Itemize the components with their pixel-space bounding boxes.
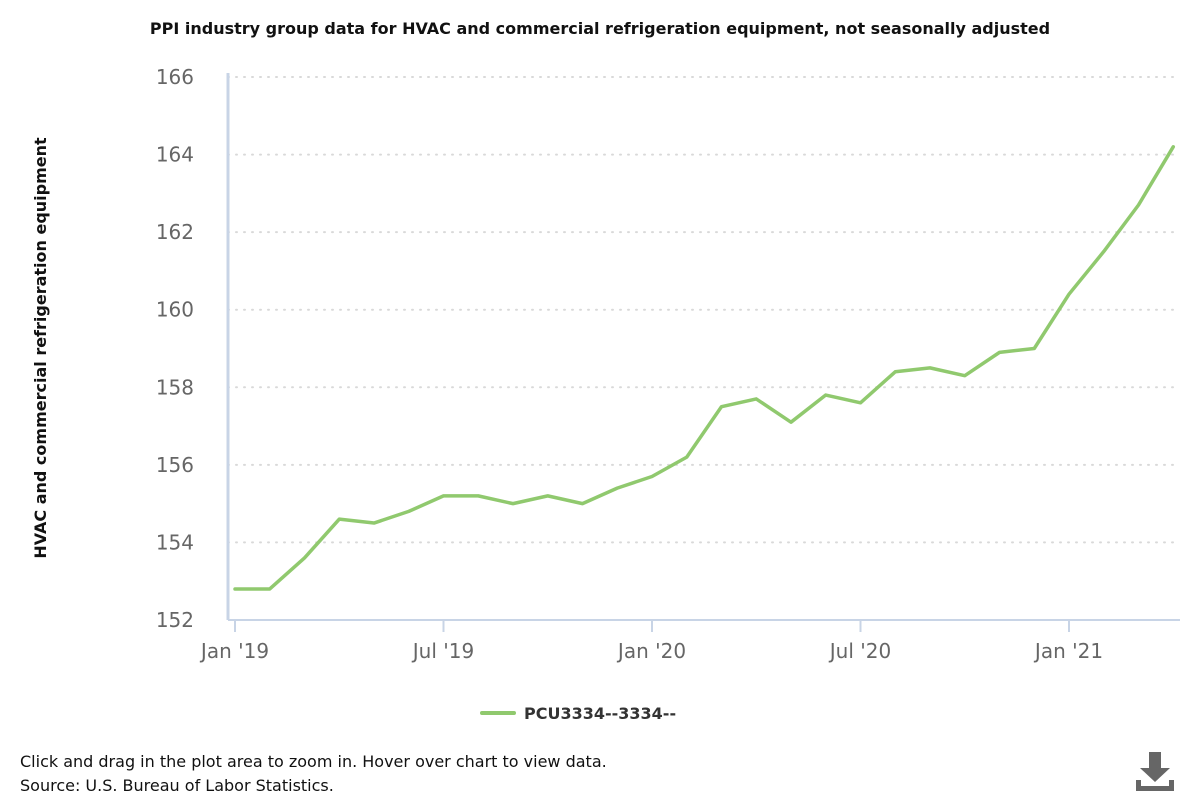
y-tick-label: 158 [156, 375, 194, 399]
y-tick-label: 152 [156, 608, 194, 632]
x-tick-label: Jul '19 [411, 639, 474, 663]
x-tick-label: Jan '21 [1033, 639, 1103, 663]
gridlines [227, 76, 1181, 544]
zoom-instruction-text: Click and drag in the plot area to zoom … [20, 752, 607, 771]
x-tick-label: Jul '20 [828, 639, 891, 663]
y-axis-label: HVAC and commercial refrigeration equipm… [31, 137, 50, 559]
series-line[interactable] [233, 145, 1175, 591]
y-axis-ticks: 152 154 156 158 160 162 164 166 [156, 65, 194, 632]
source-text: Source: U.S. Bureau of Labor Statistics. [20, 776, 334, 795]
plot-area[interactable] [233, 145, 1175, 591]
y-tick-label: 162 [156, 220, 194, 244]
x-axis-ticks: Jan '19 Jul '19 Jan '20 Jul '20 Jan '21 [199, 620, 1103, 663]
x-tick-label: Jan '19 [199, 639, 269, 663]
download-button[interactable] [1132, 748, 1178, 796]
y-tick-label: 164 [156, 143, 194, 167]
legend-label[interactable]: PCU3334--3334-- [524, 704, 676, 723]
chart-title: PPI industry group data for HVAC and com… [150, 19, 1050, 38]
legend[interactable]: PCU3334--3334-- [480, 704, 676, 723]
y-tick-label: 166 [156, 65, 194, 89]
y-tick-label: 154 [156, 530, 194, 554]
y-tick-label: 156 [156, 453, 194, 477]
x-tick-label: Jan '20 [616, 639, 686, 663]
download-icon [1136, 752, 1174, 791]
axes [226, 73, 1180, 621]
y-tick-label: 160 [156, 298, 194, 322]
